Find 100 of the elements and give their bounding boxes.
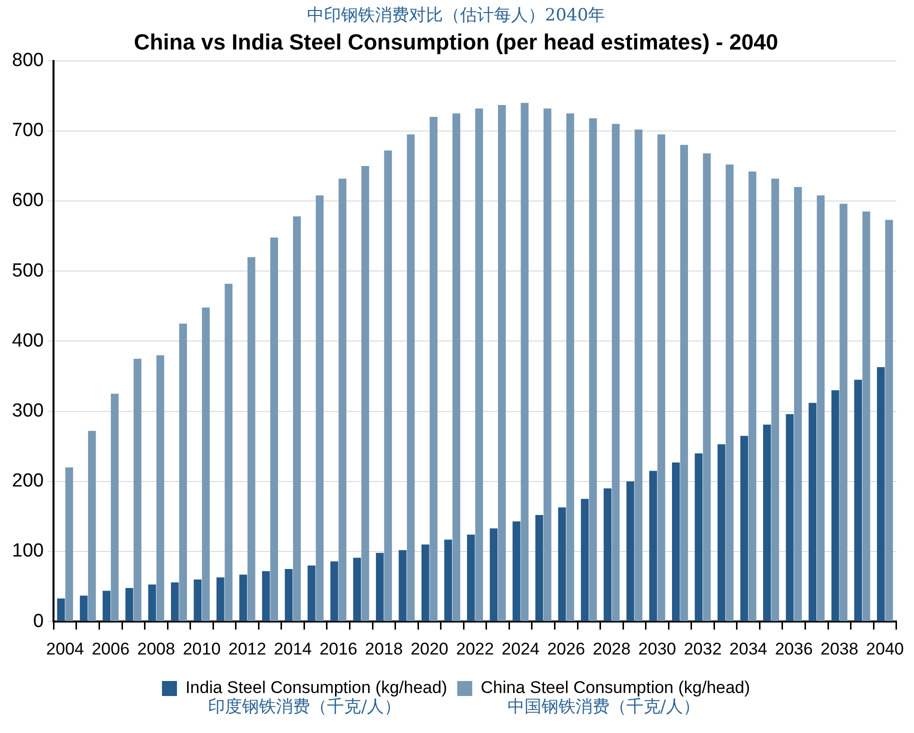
bar [156,355,164,622]
bar [330,561,338,622]
y-tick-label: 0 [33,610,44,632]
bar [580,498,589,622]
bar [421,544,430,622]
x-tick-label: 2022 [456,639,494,658]
y-tick-label: 800 [12,50,44,72]
x-tick-label: 2018 [365,639,403,658]
bar [566,113,574,622]
bar [406,134,415,622]
bar [224,284,232,622]
y-tick-label: 100 [12,540,44,562]
bar [876,367,885,622]
bar [102,590,110,622]
bar [589,118,597,622]
x-tick-label: 2016 [319,639,358,658]
x-tick-label: 2012 [228,639,266,658]
x-tick-label: 2028 [592,639,631,658]
chart-title: 中印钢铁消费对比（估计每人）2040年 [306,6,606,26]
x-tick-label: 2010 [182,639,221,658]
bar [194,580,202,622]
bar [657,134,666,622]
bar [57,598,65,622]
bar [520,102,529,622]
bar [816,195,825,622]
bar [284,569,293,622]
bar [771,178,780,622]
x-tick-label: 2014 [274,639,312,658]
text: 中国钢铁消费（千克/人） [507,696,700,717]
x-tick-label: 2032 [684,639,722,658]
bar [748,172,756,622]
bar [786,414,794,622]
bar [247,257,256,622]
x-tick-label: 2026 [547,639,586,658]
bar [475,108,484,622]
bar [672,462,680,622]
x-tick-label: 2008 [137,639,176,658]
x-tick-label: 2040 [866,639,904,658]
bar [270,237,278,622]
bar [80,596,88,622]
bar [239,574,248,622]
bar [808,402,816,622]
y-tick-label: 400 [12,330,44,352]
y-tick-label: 600 [12,190,44,212]
x-tick-label: 2038 [820,639,858,658]
bar [694,453,703,622]
x-tick-label: 2024 [502,639,540,658]
bar [854,380,862,622]
bar [512,521,520,622]
x-tick-label: 2020 [410,639,448,658]
bar [544,108,552,622]
bar [88,430,96,622]
bar [148,584,156,622]
bar [444,540,452,622]
text: 印度钢铁消费（千克/人） [208,696,401,717]
x-tick-label: 2030 [638,639,676,658]
bar [134,358,142,622]
bar [179,324,187,622]
bar [831,390,840,622]
bar [308,566,316,622]
bar [202,308,210,622]
bar [702,153,711,622]
x-tick-label: 2034 [729,639,768,658]
bar [718,444,726,622]
bar [170,582,179,622]
bar [535,515,544,622]
chart-subtitle: China vs India Steel Consumption (per head estimates) - 2040 [134,30,778,55]
y-tick-label: 300 [12,400,44,422]
bar [740,436,748,622]
bar [763,424,771,622]
bar [384,150,392,622]
legend-label: India Steel Consumption (kg/head) [185,678,448,698]
bar [316,195,324,622]
bar [490,528,498,622]
bar [452,113,460,622]
bar [353,558,361,622]
bar [430,116,438,622]
bar [680,144,688,622]
bar [293,216,301,622]
y-tick-label: 500 [12,260,44,282]
bar [794,186,802,622]
bar [634,130,642,622]
bar [376,552,384,622]
bar [361,166,370,622]
bar [262,571,270,622]
bar [110,394,119,622]
bar [626,481,634,622]
bar [65,467,74,622]
x-tick-label: 2036 [774,639,813,658]
bar [862,212,870,622]
bar [885,220,893,622]
bar [216,577,224,622]
bar [649,470,658,622]
bar [398,550,406,622]
x-tick-label: 2006 [92,639,130,658]
bar [558,507,566,622]
x-tick-label: 2004 [46,639,84,658]
bar [604,488,612,622]
bar [726,164,734,622]
bar [125,588,134,622]
